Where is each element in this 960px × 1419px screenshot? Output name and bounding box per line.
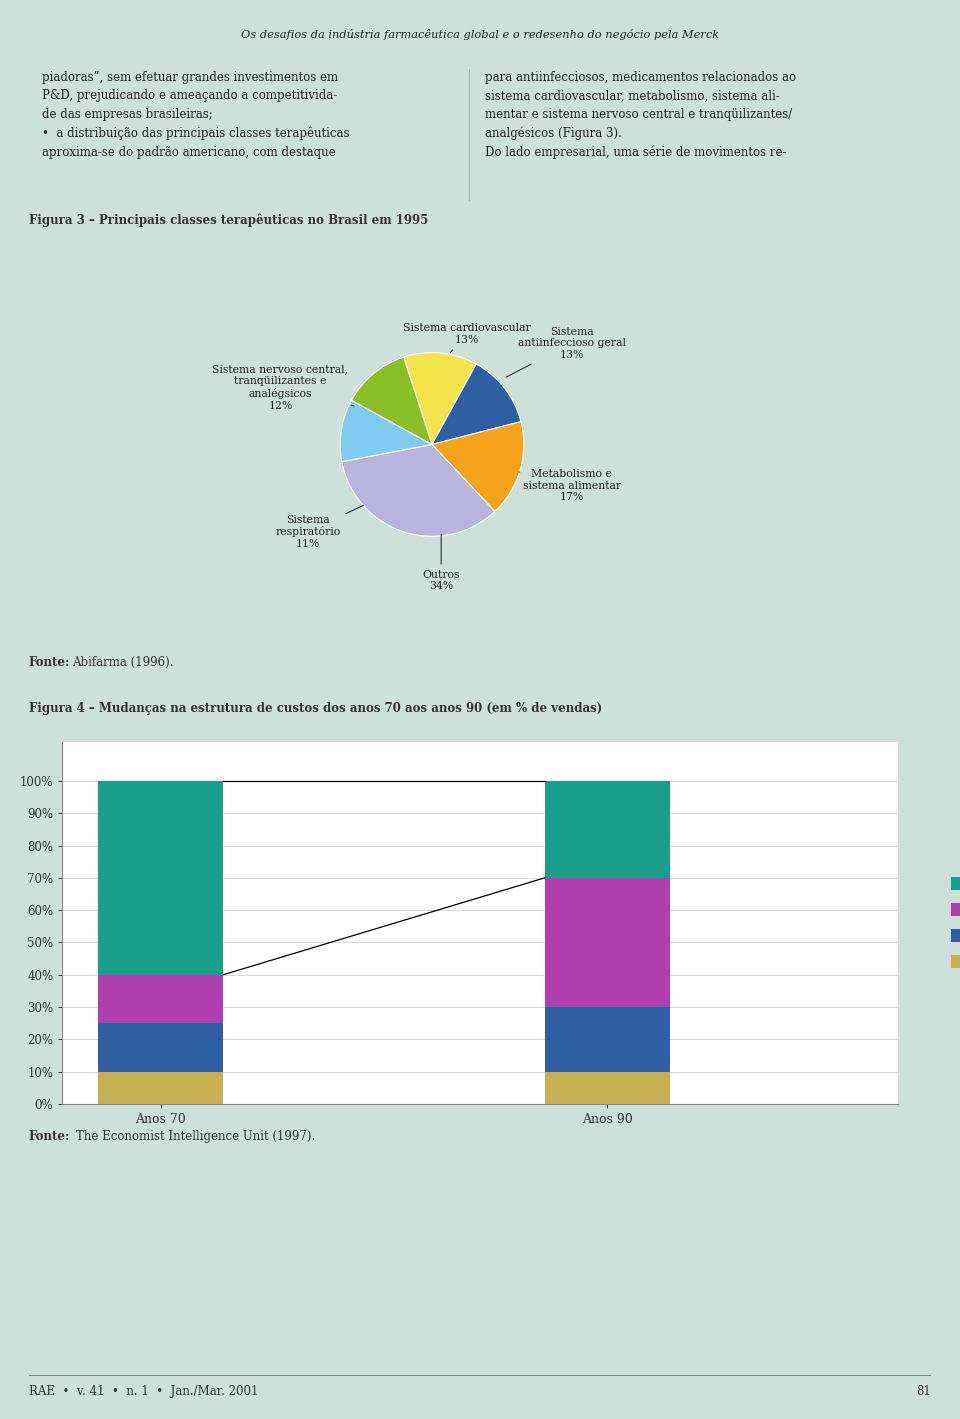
Text: Sistema
respiratório
11%: Sistema respiratório 11% [276,505,364,549]
Wedge shape [432,365,521,444]
Text: Fonte:: Fonte: [29,656,70,670]
Text: Abifarma (1996).: Abifarma (1996). [72,656,174,670]
Text: piadoras”, sem efetuar grandes investimentos em
P&D, prejudicando e ameaçando a : piadoras”, sem efetuar grandes investime… [42,71,349,159]
Bar [98,780,223,975]
Text: para antiinfecciosos, medicamentos relacionados ao
sistema cardiovascular, metab: para antiinfecciosos, medicamentos relac… [485,71,796,159]
Text: Sistema
antiinfeccioso geral
13%: Sistema antiinfeccioso geral 13% [506,326,626,377]
Text: Figura 3 – Principais classes terapêuticas no Brasil em 1995: Figura 3 – Principais classes terapêutic… [29,213,428,227]
Text: Sistema nervoso central,
tranqüilizantes e
analégsicos
12%: Sistema nervoso central, tranqüilizantes… [212,365,354,410]
Bar [544,1071,670,1104]
Text: Figura 4 – Mudanças na estrutura de custos dos anos 70 aos anos 90 (em % de vend: Figura 4 – Mudanças na estrutura de cust… [29,701,602,715]
Legend: Margem, Produção, Marketing/Adm., Inovação: Margem, Produção, Marketing/Adm., Inovaç… [946,873,960,973]
Bar [544,878,670,1007]
Wedge shape [403,353,476,444]
Bar [98,975,223,1023]
Text: RAE  •  v. 41  •  n. 1  •  Jan./Mar. 2001: RAE • v. 41 • n. 1 • Jan./Mar. 2001 [29,1385,258,1398]
Bar [544,780,670,878]
Bar [544,1007,670,1071]
Wedge shape [342,444,494,536]
Wedge shape [432,421,524,511]
Text: The Economist Intelligence Unit (1997).: The Economist Intelligence Unit (1997). [76,1130,315,1144]
Text: Sistema cardiovascular
13%: Sistema cardiovascular 13% [403,324,531,352]
Wedge shape [340,400,432,461]
Wedge shape [351,358,432,444]
Bar [98,1023,223,1071]
Text: Os desafios da indústria farmacêutica global e o redesenho do negócio pela Merck: Os desafios da indústria farmacêutica gl… [241,28,719,40]
Bar [98,1071,223,1104]
Text: Fonte:: Fonte: [29,1130,70,1144]
Text: 81: 81 [917,1385,931,1398]
Text: Outros
34%: Outros 34% [422,535,460,592]
Text: Metabolismo e
sistema alimentar
17%: Metabolismo e sistema alimentar 17% [519,470,620,502]
